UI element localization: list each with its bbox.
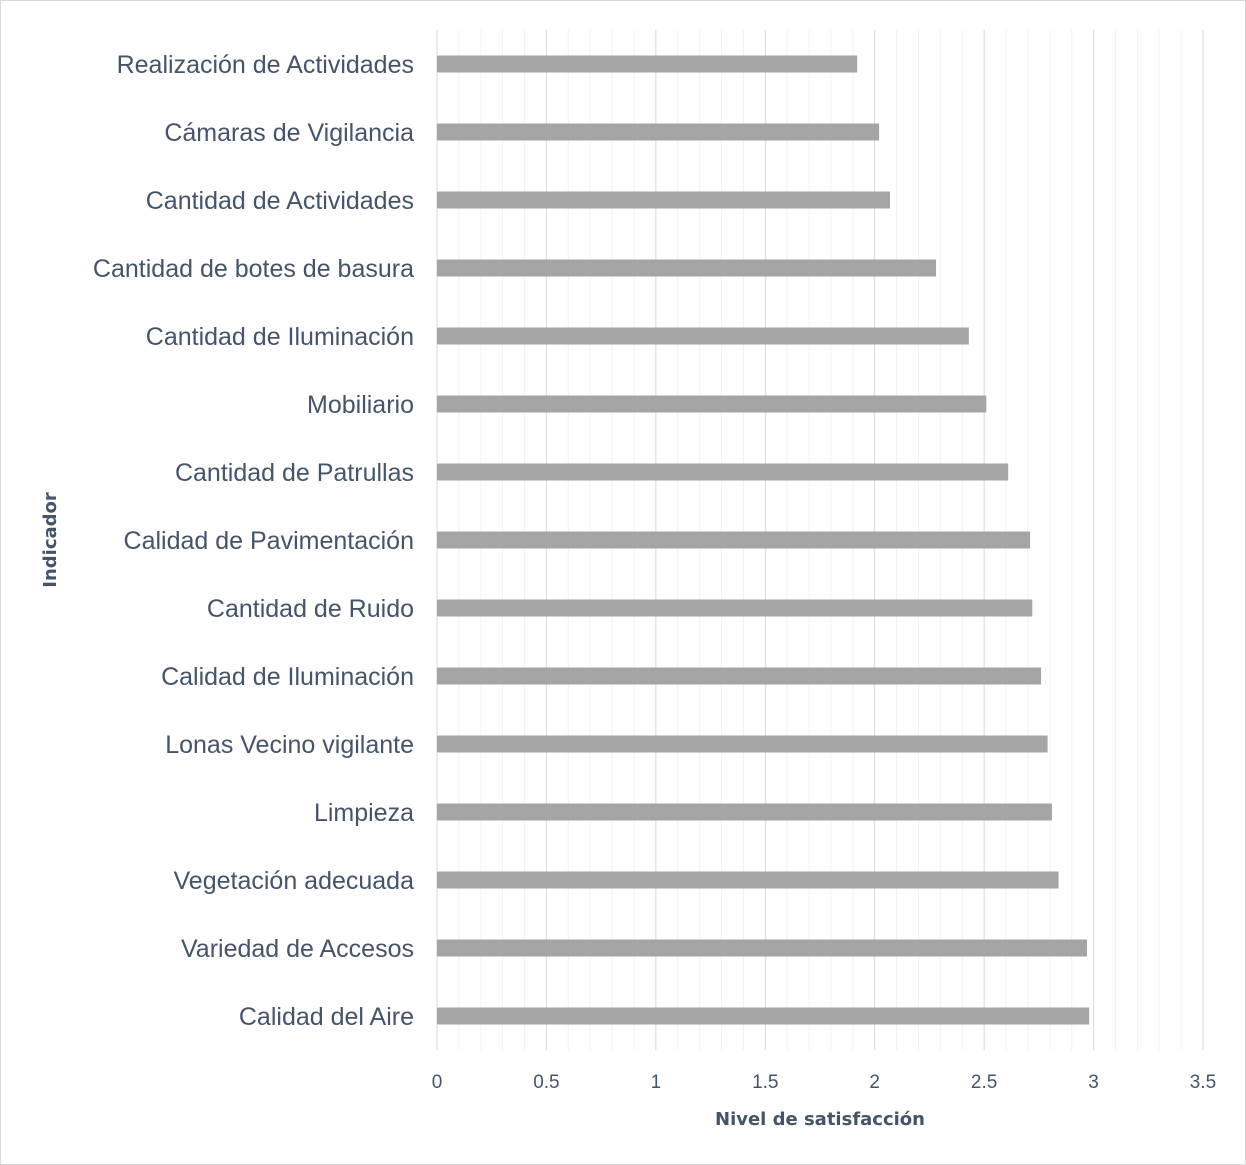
category-label: Calidad de Iluminación — [161, 663, 414, 691]
x-tick-labels: 0 0.5 1 1.5 2 2.5 3 3.5 — [432, 1072, 1217, 1093]
bar — [437, 735, 1048, 753]
bars — [437, 55, 1090, 1025]
bar — [437, 599, 1033, 617]
x-tick-label: 3 — [1088, 1072, 1099, 1093]
x-tick-label: 0 — [432, 1072, 443, 1093]
category-label: Mobiliario — [307, 391, 414, 419]
category-label: Variedad de Accesos — [181, 935, 414, 963]
category-label: Lonas Vecino vigilante — [165, 731, 414, 759]
bar — [437, 191, 891, 209]
x-tick-label: 1.5 — [752, 1072, 778, 1093]
x-tick-label: 0.5 — [533, 1072, 559, 1093]
category-label: Vegetación adecuada — [174, 867, 415, 895]
bar — [437, 1007, 1090, 1025]
bar — [437, 667, 1042, 685]
x-tick-label: 2.5 — [971, 1072, 997, 1093]
x-tick-label: 2 — [869, 1072, 880, 1093]
category-label: Cantidad de Actividades — [146, 187, 414, 215]
x-tick-label: 3.5 — [1190, 1072, 1216, 1093]
bar — [437, 803, 1052, 821]
bar — [437, 327, 969, 345]
category-label: Calidad del Aire — [239, 1003, 414, 1031]
category-label: Calidad de Pavimentación — [124, 527, 414, 555]
bar — [437, 55, 858, 73]
bar — [437, 531, 1031, 549]
y-axis-title: Indicador — [40, 492, 61, 588]
category-label: Cámaras de Vigilancia — [164, 119, 414, 147]
category-labels: Realización de Actividades Cámaras de Vig… — [93, 51, 414, 1031]
bar — [437, 939, 1088, 957]
category-label: Cantidad de botes de basura — [93, 255, 414, 283]
x-tick-label: 1 — [651, 1072, 662, 1093]
category-label: Limpieza — [314, 799, 414, 827]
bar — [437, 395, 987, 413]
bar — [437, 463, 1009, 481]
bar — [437, 123, 880, 141]
bar — [437, 259, 936, 277]
category-label: Cantidad de Iluminación — [146, 323, 414, 351]
category-label: Cantidad de Patrullas — [175, 459, 414, 487]
bar — [437, 871, 1059, 889]
category-label: Realización de Actividades — [117, 51, 414, 79]
x-axis-title: Nivel de satisfacción — [715, 1109, 925, 1130]
category-label: Cantidad de Ruido — [207, 595, 414, 623]
